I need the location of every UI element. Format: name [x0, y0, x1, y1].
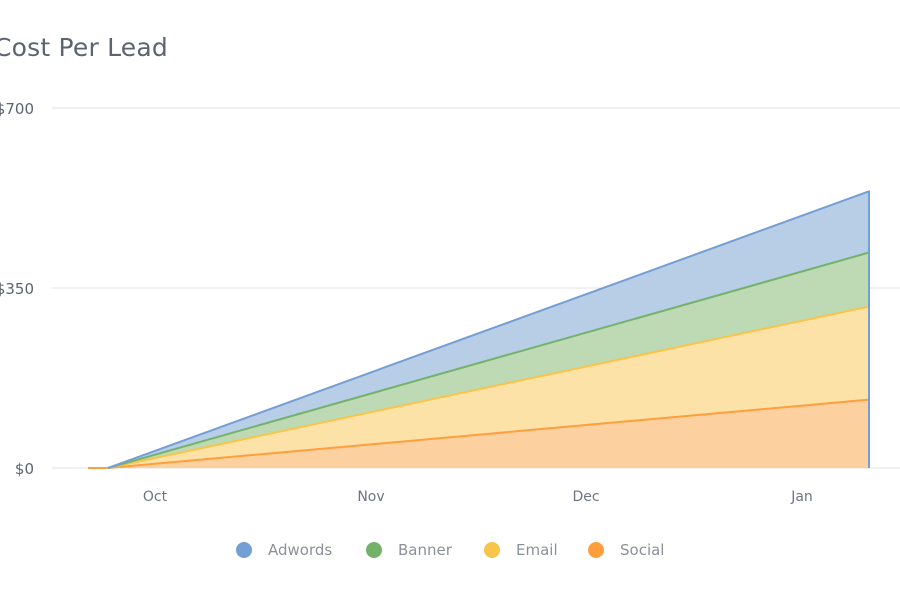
- chart-title: Cost Per Lead: [0, 33, 168, 62]
- series-line-adwords: [107, 190, 870, 469]
- legend-label: Adwords: [268, 541, 332, 559]
- legend-marker: [236, 542, 252, 558]
- y-tick-label: $700: [0, 100, 34, 118]
- x-tick-label: Jan: [790, 489, 813, 505]
- legend-marker: [588, 542, 604, 558]
- y-tick-label: $350: [0, 280, 34, 298]
- legend-label: Email: [516, 541, 558, 559]
- legend-label: Banner: [398, 541, 453, 559]
- legend-marker: [366, 542, 382, 558]
- legend-item-social[interactable]: Social: [588, 541, 664, 559]
- legend-item-banner[interactable]: Banner: [366, 541, 453, 559]
- x-tick-label: Dec: [572, 489, 599, 505]
- legend-item-adwords[interactable]: Adwords: [236, 541, 332, 559]
- x-tick-label: Nov: [357, 489, 384, 505]
- legend-label: Social: [620, 541, 664, 559]
- x-tick-label: Oct: [143, 489, 168, 505]
- y-tick-label: $0: [15, 460, 34, 478]
- legend-marker: [484, 542, 500, 558]
- legend-item-email[interactable]: Email: [484, 541, 558, 559]
